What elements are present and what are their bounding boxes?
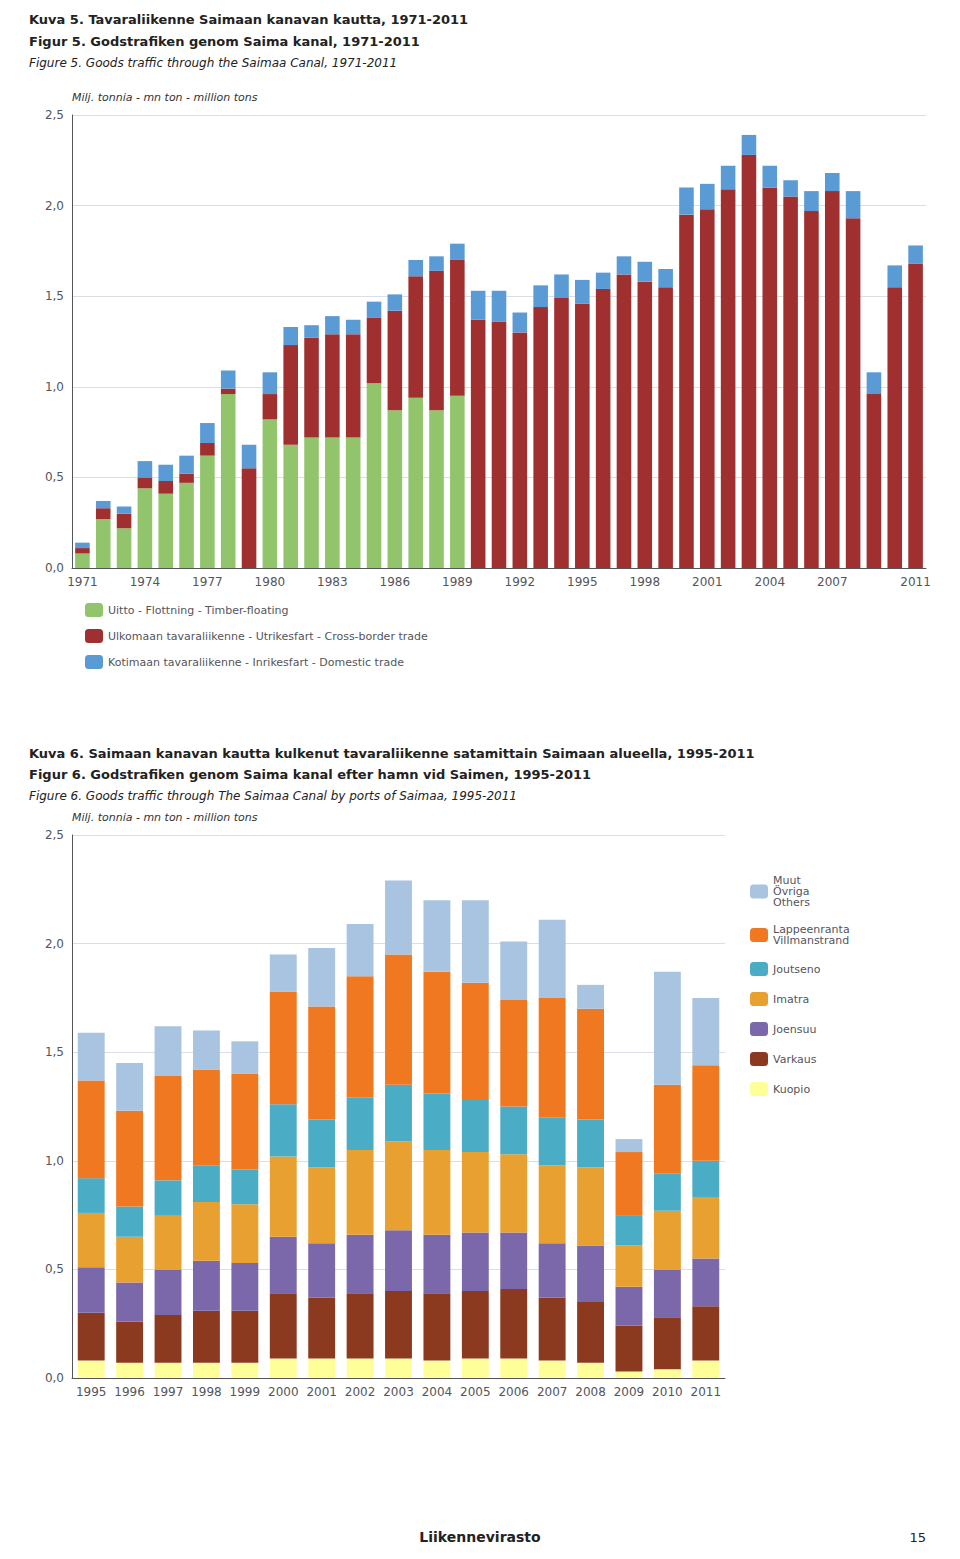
svg-text:1992: 1992 [505, 575, 536, 589]
svg-text:2,0: 2,0 [45, 937, 64, 951]
svg-text:1,5: 1,5 [45, 1045, 64, 1059]
svg-text:Figur 5. Godstrafiken genom Sa: Figur 5. Godstrafiken genom Saima kanal,… [29, 34, 420, 49]
svg-text:Villmanstrand: Villmanstrand [773, 934, 849, 947]
svg-text:Imatra: Imatra [773, 993, 809, 1006]
svg-text:0,0: 0,0 [45, 561, 64, 575]
svg-text:1997: 1997 [153, 1385, 184, 1399]
svg-text:1998: 1998 [630, 575, 661, 589]
svg-text:2002: 2002 [345, 1385, 376, 1399]
svg-text:1995: 1995 [567, 575, 598, 589]
svg-text:1971: 1971 [67, 575, 98, 589]
svg-text:1983: 1983 [317, 575, 348, 589]
svg-text:2011: 2011 [900, 575, 931, 589]
svg-text:Liikennevirasto: Liikennevirasto [419, 1529, 541, 1545]
svg-text:1998: 1998 [191, 1385, 222, 1399]
svg-text:2007: 2007 [537, 1385, 568, 1399]
svg-text:1,0: 1,0 [45, 380, 64, 394]
svg-text:1974: 1974 [130, 575, 161, 589]
svg-text:1986: 1986 [380, 575, 411, 589]
svg-text:Kotimaan tavaraliikenne - Inri: Kotimaan tavaraliikenne - Inrikesfart - … [108, 656, 404, 669]
svg-text:1977: 1977 [192, 575, 223, 589]
svg-text:0,5: 0,5 [45, 1262, 64, 1276]
svg-text:2003: 2003 [383, 1385, 414, 1399]
svg-text:2000: 2000 [268, 1385, 299, 1399]
svg-text:1,0: 1,0 [45, 1154, 64, 1168]
svg-text:1980: 1980 [255, 575, 286, 589]
svg-text:0,0: 0,0 [45, 1371, 64, 1385]
svg-text:2001: 2001 [306, 1385, 337, 1399]
svg-text:2008: 2008 [575, 1385, 606, 1399]
svg-text:Figure 6. Goods traffic throug: Figure 6. Goods traffic through The Saim… [29, 789, 517, 803]
svg-text:Kuopio: Kuopio [773, 1083, 810, 1096]
svg-text:2001: 2001 [692, 575, 723, 589]
svg-text:Kuva 5. Tavaraliikenne Saimaan: Kuva 5. Tavaraliikenne Saimaan kanavan k… [29, 12, 468, 27]
svg-text:2,5: 2,5 [45, 108, 64, 122]
svg-text:2005: 2005 [460, 1385, 491, 1399]
svg-text:Ulkomaan tavaraliikenne - Utri: Ulkomaan tavaraliikenne - Utrikesfart - … [108, 630, 428, 643]
svg-text:Lappeenranta: Lappeenranta [773, 923, 850, 936]
svg-text:2006: 2006 [498, 1385, 529, 1399]
svg-text:Övriga: Övriga [773, 885, 810, 898]
svg-text:2011: 2011 [691, 1385, 722, 1399]
svg-text:Joutseno: Joutseno [772, 963, 821, 976]
svg-text:1989: 1989 [442, 575, 473, 589]
svg-text:1999: 1999 [230, 1385, 261, 1399]
svg-text:Milj. tonnia - mn ton - millio: Milj. tonnia - mn ton - million tons [72, 91, 258, 104]
svg-text:Joensuu: Joensuu [772, 1023, 816, 1036]
svg-text:Figure 5. Goods traffic throug: Figure 5. Goods traffic through the Saim… [29, 56, 397, 70]
svg-text:1,5: 1,5 [45, 289, 64, 303]
svg-text:2007: 2007 [817, 575, 848, 589]
svg-text:2010: 2010 [652, 1385, 683, 1399]
svg-text:Others: Others [773, 896, 810, 909]
svg-text:2,0: 2,0 [45, 199, 64, 213]
svg-text:Varkaus: Varkaus [773, 1053, 817, 1066]
svg-text:2004: 2004 [755, 575, 786, 589]
svg-text:1995: 1995 [76, 1385, 107, 1399]
svg-text:2,5: 2,5 [45, 828, 64, 842]
svg-text:Kuva 6. Saimaan kanavan kautta: Kuva 6. Saimaan kanavan kautta kulkenut … [29, 746, 755, 761]
svg-text:2004: 2004 [422, 1385, 453, 1399]
svg-text:Uitto - Flottning - Timber-flo: Uitto - Flottning - Timber-floating [108, 604, 289, 617]
svg-text:0,5: 0,5 [45, 470, 64, 484]
svg-text:Figur 6. Godstrafiken genom Sa: Figur 6. Godstrafiken genom Saima kanal … [29, 767, 591, 782]
svg-text:Muut: Muut [773, 874, 801, 887]
svg-text:2009: 2009 [614, 1385, 645, 1399]
svg-text:15: 15 [909, 1530, 926, 1545]
svg-text:1996: 1996 [114, 1385, 145, 1399]
svg-text:Milj. tonnia - mn ton - millio: Milj. tonnia - mn ton - million tons [72, 811, 258, 824]
